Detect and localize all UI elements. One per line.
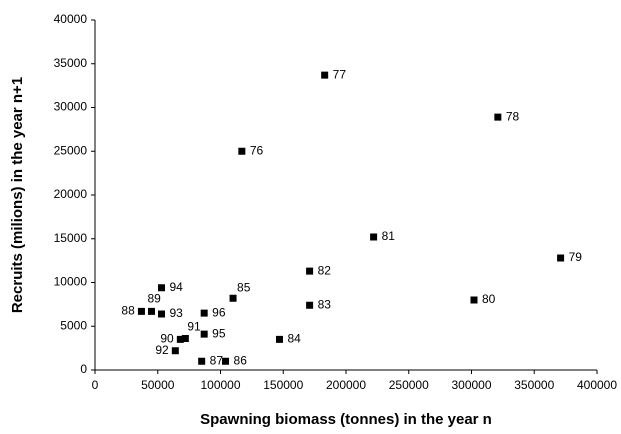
point-label: 84 [287, 332, 301, 346]
point-label: 83 [318, 297, 332, 311]
point [147, 307, 155, 315]
x-tick-label: 250000 [389, 378, 429, 392]
point [222, 357, 230, 365]
point-label: 87 [210, 353, 224, 367]
point [470, 296, 478, 304]
point-label: 86 [234, 353, 248, 367]
point-label: 96 [212, 305, 226, 319]
y-tick-label: 15000 [54, 231, 88, 245]
x-tick-label: 350000 [514, 378, 554, 392]
x-axis-title: Spawning biomass (tonnes) in the year n [200, 411, 492, 428]
point-label: 80 [482, 292, 496, 306]
y-tick-label: 10000 [54, 275, 88, 289]
y-tick-label: 20000 [54, 187, 88, 201]
point-label: 81 [382, 229, 396, 243]
point-label: 94 [170, 280, 184, 294]
point-label: 89 [147, 292, 161, 306]
point [370, 233, 378, 241]
y-tick-label: 40000 [54, 12, 88, 26]
point [181, 335, 189, 342]
point [229, 294, 237, 302]
point [275, 335, 283, 343]
y-tick-label: 5000 [60, 318, 87, 332]
y-tick-label: 35000 [54, 56, 88, 70]
point [306, 267, 314, 275]
point [494, 113, 502, 121]
point-label: 82 [318, 263, 332, 277]
point-label: 78 [506, 109, 520, 123]
point-label: 85 [237, 280, 251, 294]
point [200, 309, 208, 317]
point-label: 91 [187, 320, 201, 334]
point-label: 88 [121, 304, 135, 318]
point [557, 254, 565, 262]
x-tick-label: 400000 [577, 378, 617, 392]
point-label: 79 [569, 250, 583, 264]
point [200, 330, 208, 338]
x-tick-label: 150000 [263, 378, 303, 392]
point-label: 92 [155, 343, 169, 357]
point [238, 147, 246, 155]
point [158, 310, 166, 318]
point [306, 301, 314, 309]
point [321, 71, 329, 79]
x-tick-label: 200000 [326, 378, 366, 392]
point-label: 76 [250, 143, 264, 157]
point-label: 93 [170, 306, 184, 320]
point-label: 77 [333, 67, 347, 81]
point [176, 335, 184, 343]
y-tick-label: 25000 [54, 143, 88, 157]
x-tick-label: 300000 [451, 378, 491, 392]
point-label: 95 [212, 326, 226, 340]
x-tick-label: 50000 [141, 378, 175, 392]
y-tick-label: 30000 [54, 100, 88, 114]
point [171, 347, 179, 355]
point [158, 284, 166, 292]
x-tick-label: 100000 [200, 378, 240, 392]
y-axis-title: Recruits (milions) in the year n+1 [9, 77, 26, 313]
x-tick-label: 0 [92, 378, 99, 392]
point [198, 357, 206, 365]
point-label: 90 [160, 332, 174, 346]
point [137, 307, 145, 315]
y-tick-label: 0 [80, 362, 87, 376]
